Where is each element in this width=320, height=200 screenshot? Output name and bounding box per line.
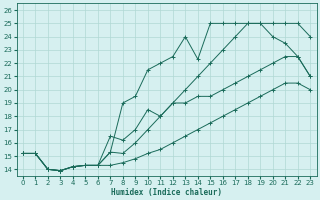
X-axis label: Humidex (Indice chaleur): Humidex (Indice chaleur)	[111, 188, 222, 197]
